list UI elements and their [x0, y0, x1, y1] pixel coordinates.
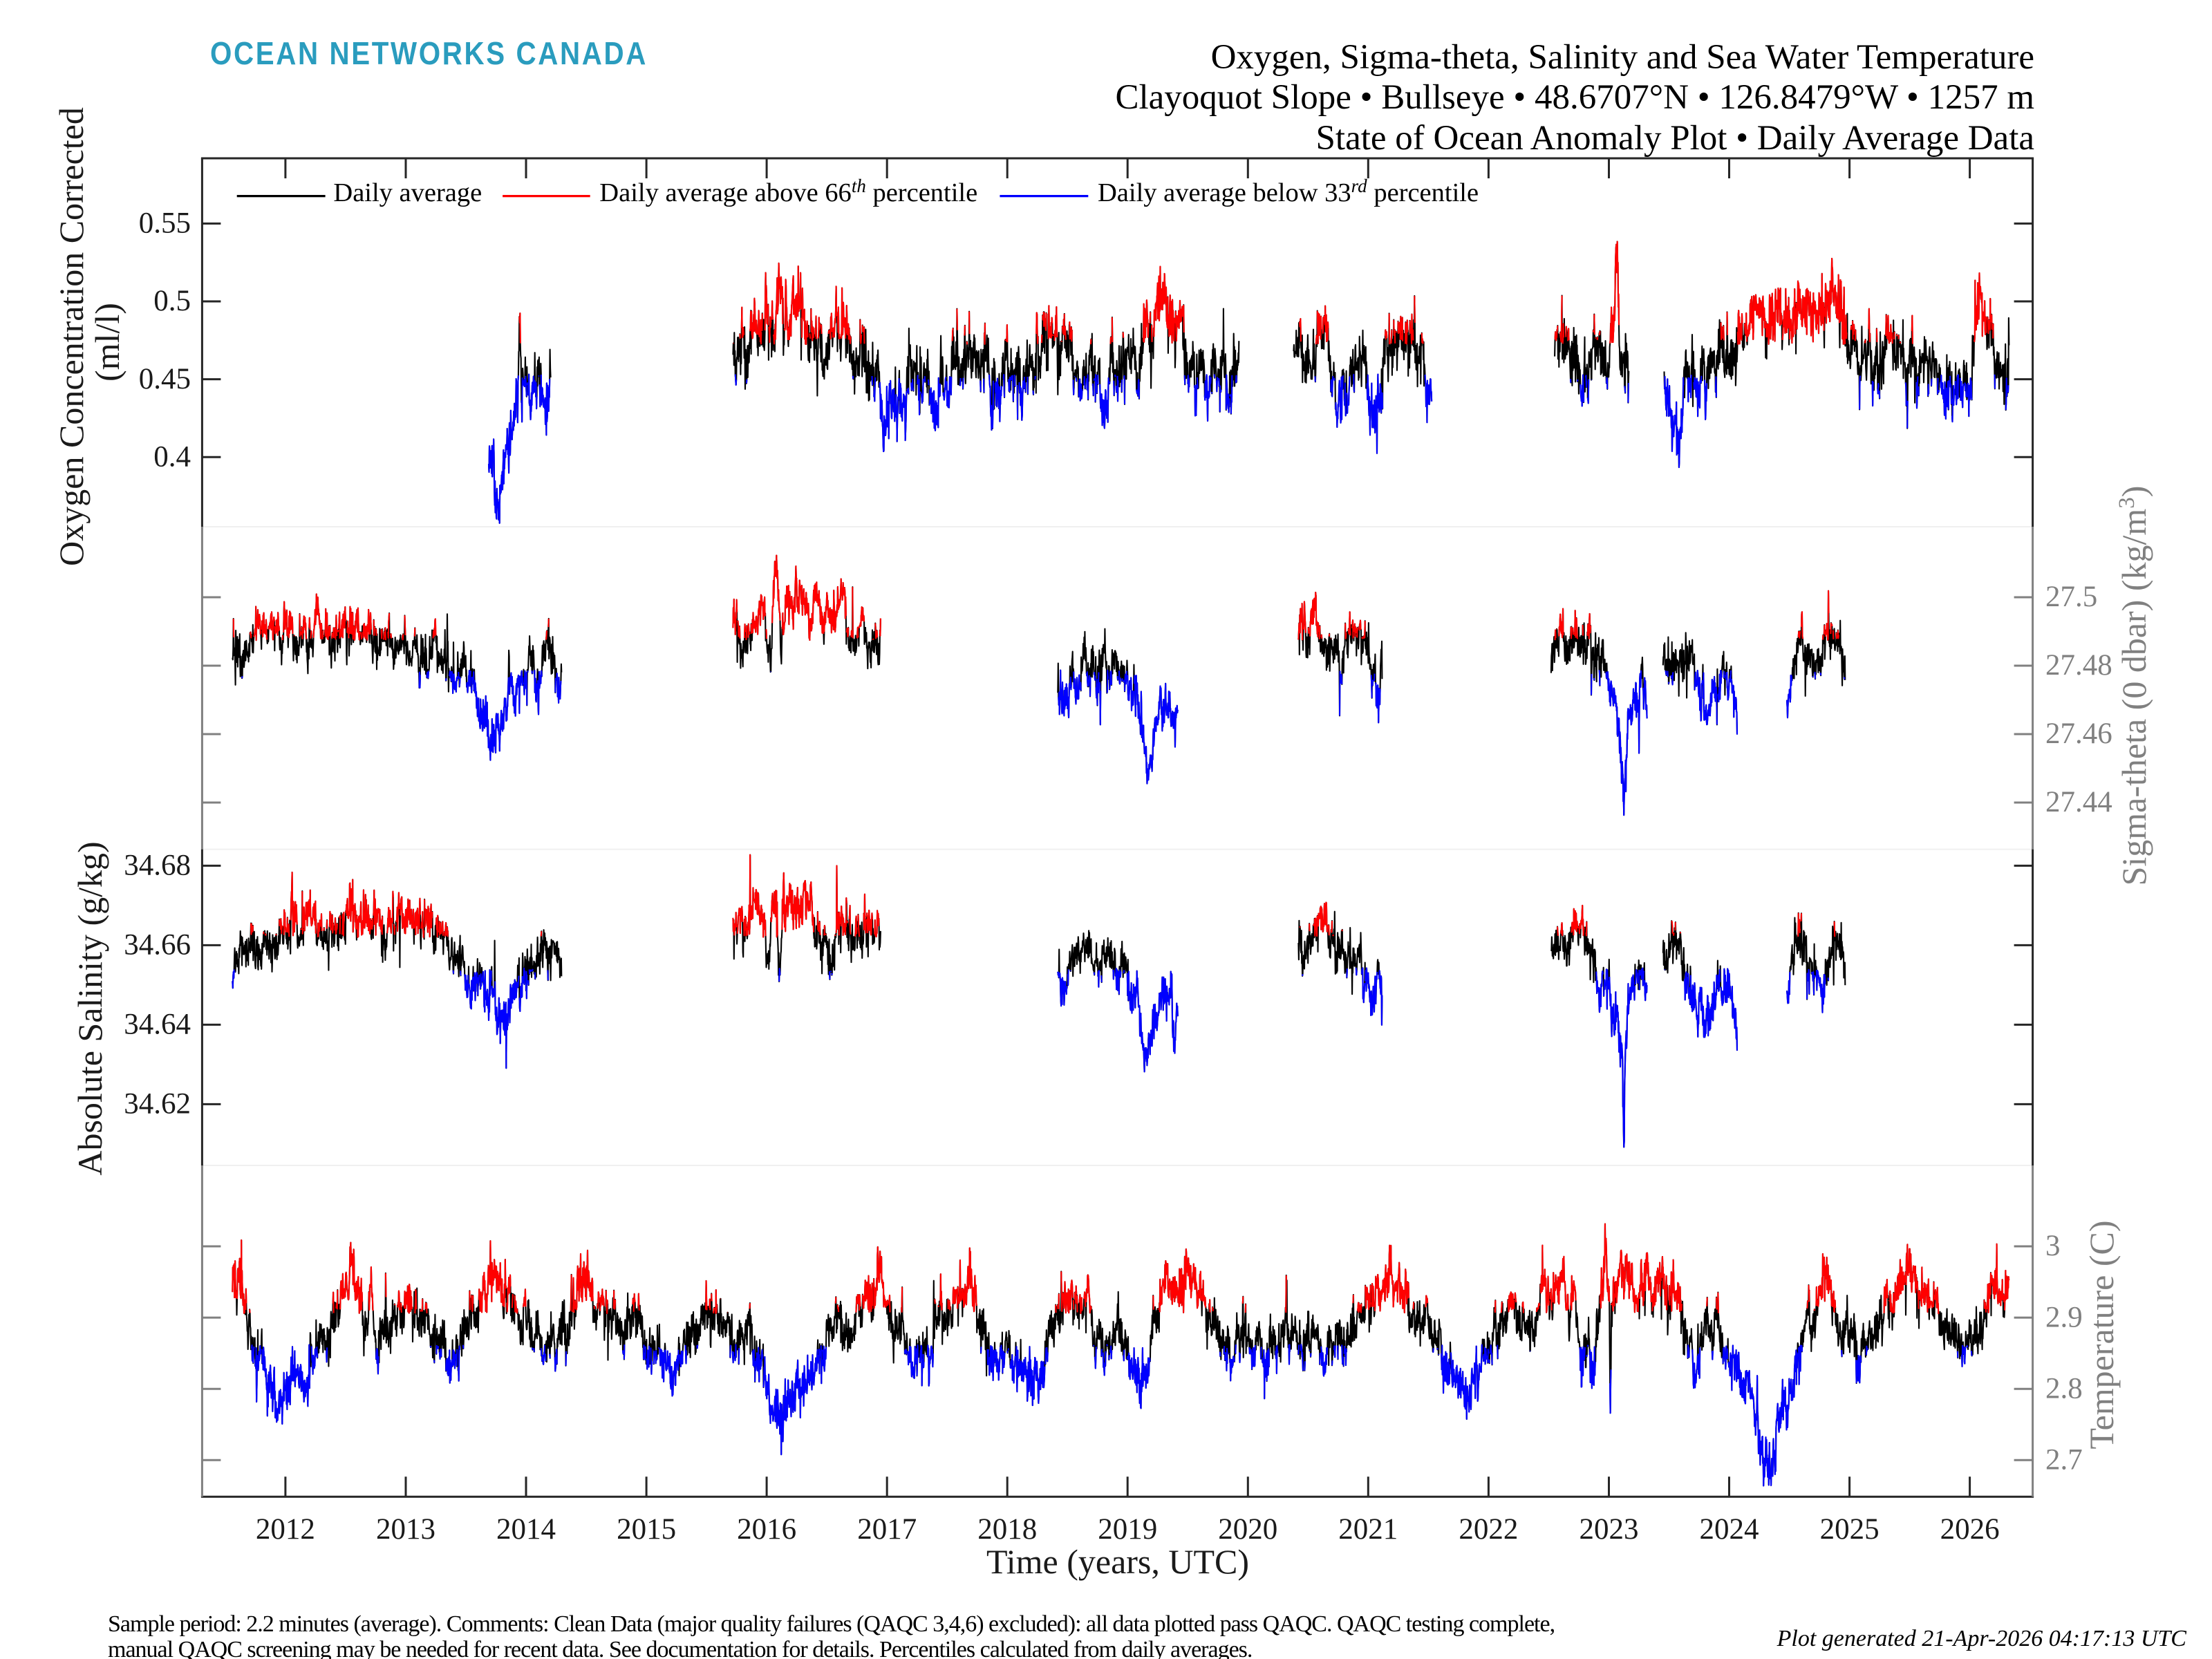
svg-text:2012: 2012: [256, 1513, 315, 1546]
svg-text:0.5: 0.5: [153, 285, 191, 317]
svg-text:Temperature (C): Temperature (C): [2082, 1220, 2121, 1449]
svg-text:Daily average: Daily average: [333, 178, 482, 207]
svg-text:0.4: 0.4: [153, 440, 191, 473]
svg-text:Oxygen Concentration Corrected: Oxygen Concentration Corrected: [52, 107, 91, 566]
svg-text:2025: 2025: [1820, 1513, 1880, 1546]
svg-text:Absolute Salinity (g/kg): Absolute Salinity (g/kg): [71, 841, 109, 1175]
svg-text:(ml/l): (ml/l): [88, 303, 126, 382]
svg-text:Time (years, UTC): Time (years, UTC): [986, 1542, 1249, 1581]
svg-text:2026: 2026: [1940, 1513, 2000, 1546]
svg-text:27.5: 27.5: [2045, 581, 2097, 613]
svg-text:OCEAN NETWORKS CANADA: OCEAN NETWORKS CANADA: [210, 35, 648, 71]
svg-text:2022: 2022: [1459, 1513, 1518, 1546]
svg-text:0.55: 0.55: [139, 207, 191, 240]
svg-text:0.45: 0.45: [139, 363, 191, 395]
svg-text:2024: 2024: [1700, 1513, 1759, 1546]
svg-text:2.9: 2.9: [2045, 1301, 2083, 1333]
svg-text:2020: 2020: [1218, 1513, 1277, 1546]
svg-text:2015: 2015: [617, 1513, 676, 1546]
svg-text:2023: 2023: [1580, 1513, 1639, 1546]
svg-text:34.66: 34.66: [124, 929, 191, 962]
svg-text:27.44: 27.44: [2045, 786, 2112, 818]
svg-text:2.7: 2.7: [2045, 1444, 2083, 1477]
svg-text:Clayoquot Slope • Bullseye • 4: Clayoquot Slope • Bullseye • 48.6707°N •…: [1115, 78, 2034, 117]
svg-text:2021: 2021: [1338, 1513, 1398, 1546]
svg-text:34.62: 34.62: [124, 1088, 191, 1121]
svg-text:Sample period: 2.2 minutes (av: Sample period: 2.2 minutes (average). Co…: [108, 1611, 1555, 1637]
svg-text:27.46: 27.46: [2045, 718, 2112, 750]
svg-text:2017: 2017: [857, 1513, 917, 1546]
svg-text:Plot generated 21-Apr-2026 04:: Plot generated 21-Apr-2026 04:17:13 UTC: [1777, 1626, 2187, 1651]
svg-text:34.64: 34.64: [124, 1009, 191, 1041]
svg-text:2016: 2016: [737, 1513, 796, 1546]
svg-text:2.8: 2.8: [2045, 1372, 2083, 1405]
svg-text:State of Ocean Anomaly Plot •: State of Ocean Anomaly Plot • Daily Aver…: [1316, 119, 2034, 158]
svg-text:3: 3: [2045, 1230, 2061, 1262]
svg-text:34.68: 34.68: [124, 850, 191, 882]
svg-text:Oxygen, Sigma-theta, Salinity: Oxygen, Sigma-theta, Salinity and Sea Wa…: [1211, 38, 2034, 77]
svg-text:2014: 2014: [496, 1513, 556, 1546]
svg-text:manual QAQC screening may be n: manual QAQC screening may be needed for …: [108, 1637, 1252, 1659]
svg-text:27.48: 27.48: [2045, 649, 2112, 682]
svg-text:Daily average above 66th perce: Daily average above 66th percentile: [599, 176, 977, 207]
svg-text:2018: 2018: [977, 1513, 1037, 1546]
svg-text:2013: 2013: [376, 1513, 435, 1546]
svg-text:2019: 2019: [1098, 1513, 1157, 1546]
svg-text:Sigma-theta (0 dbar) (kg/m3): Sigma-theta (0 dbar) (kg/m3): [2115, 486, 2153, 886]
svg-text:Daily average below 33rd perce: Daily average below 33rd percentile: [1098, 176, 1479, 207]
